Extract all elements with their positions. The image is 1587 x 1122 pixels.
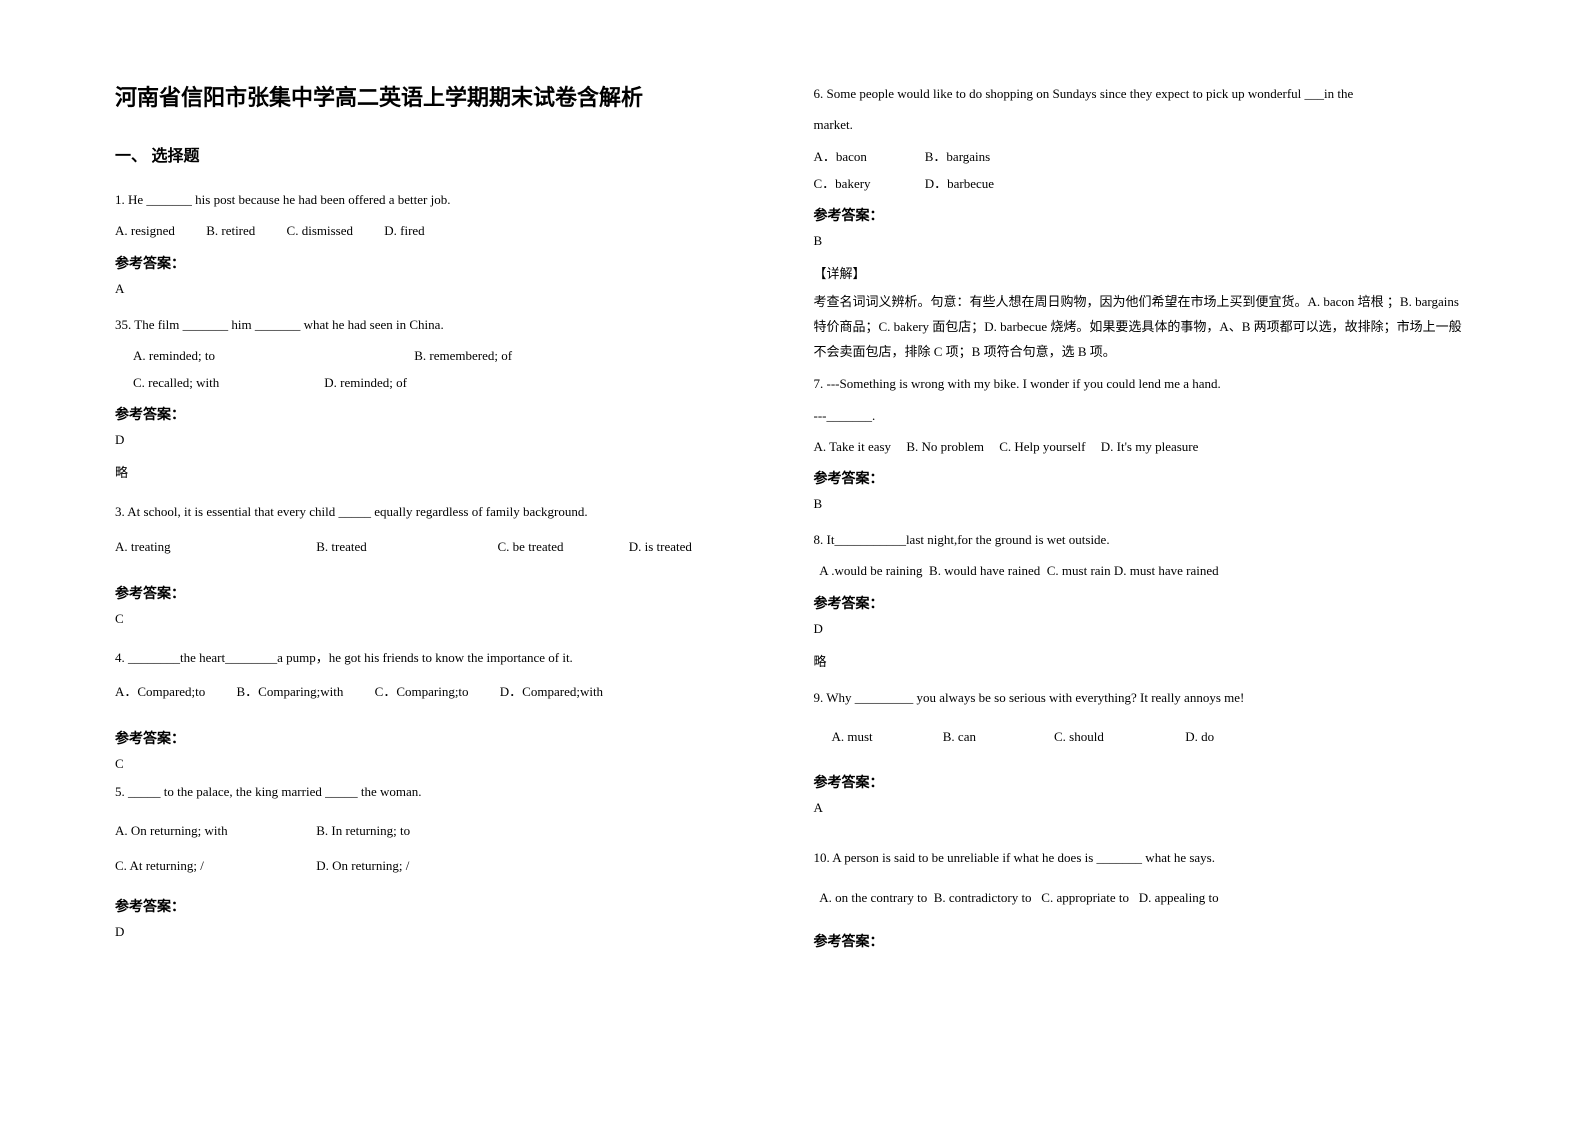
q7-stem2: ---_______.	[814, 402, 1473, 429]
right-column: 6. Some people would like to do shopping…	[794, 80, 1493, 1082]
q35-optA: A. reminded; to	[133, 342, 383, 369]
q5-stem: 5. _____ to the palace, the king married…	[115, 778, 774, 805]
q9-options: A. must B. can C. should D. do	[814, 723, 1473, 750]
q6-stem1: 6. Some people would like to do shopping…	[814, 80, 1473, 107]
q8-ans-label: 参考答案：	[814, 593, 1473, 613]
q4-optB: B．Comparing;with	[237, 678, 344, 705]
q9-optD: D. do	[1185, 723, 1214, 750]
q7-optA: A. Take it easy	[814, 433, 892, 460]
q6-ans-label: 参考答案：	[814, 205, 1473, 225]
q3-optB: B. treated	[316, 533, 466, 560]
q35-optB: B. remembered; of	[414, 342, 512, 369]
q8-ans: D	[814, 621, 1473, 637]
q9-ans: A	[814, 800, 1473, 816]
q5-optB: B. In returning; to	[316, 817, 410, 844]
q8-stem: 8. It___________last night,for the groun…	[814, 526, 1473, 553]
q6-detail-label: 【详解】	[814, 263, 1473, 282]
left-column: 河南省信阳市张集中学高二英语上学期期末试卷含解析 一、 选择题 1. He __…	[95, 80, 794, 1082]
q5-optA: A. On returning; with	[115, 817, 285, 844]
q5-optC: C. At returning; /	[115, 852, 285, 879]
q4-optC: C．Comparing;to	[375, 678, 469, 705]
q1-optB: B. retired	[206, 217, 255, 244]
q3-ans: C	[115, 611, 774, 627]
q3-stem: 3. At school, it is essential that every…	[115, 495, 774, 529]
q3-optC: C. be treated	[498, 533, 598, 560]
q6-optA: A．bacon	[814, 143, 894, 170]
q10-options: A. on the contrary to B. contradictory t…	[814, 884, 1473, 911]
q1-optA: A. resigned	[115, 217, 175, 244]
q4-stem: 4. ________the heart________a pump，he go…	[115, 641, 774, 675]
q35-ans-label: 参考答案：	[115, 404, 774, 424]
q4-options: A．Compared;to B．Comparing;with C．Compari…	[115, 678, 774, 705]
q35-optD: D. reminded; of	[324, 369, 407, 396]
q3-options: A. treating B. treated C. be treated D. …	[115, 533, 774, 560]
q7-optD: D. It's my pleasure	[1101, 433, 1199, 460]
q3-ans-label: 参考答案：	[115, 583, 774, 603]
q7-optB: B. No problem	[906, 433, 984, 460]
q5-optD: D. On returning; /	[316, 852, 409, 879]
q9-optB: B. can	[943, 723, 1023, 750]
q9-stem: 9. Why _________ you always be so seriou…	[814, 684, 1473, 711]
q6-options-row2: C．bakery D．barbecue	[814, 170, 1473, 197]
q1-optD: D. fired	[384, 217, 424, 244]
q1-optC: C. dismissed	[287, 217, 353, 244]
q35-ans: D	[115, 432, 774, 448]
q35-options-row1: A. reminded; to B. remembered; of	[115, 342, 774, 369]
q1-stem: 1. He _______ his post because he had be…	[115, 186, 774, 213]
q3-optD: D. is treated	[629, 533, 692, 560]
q7-stem1: 7. ---Something is wrong with my bike. I…	[814, 370, 1473, 397]
q6-optB: B．bargains	[925, 143, 990, 170]
q7-ans-label: 参考答案：	[814, 468, 1473, 488]
q5-ans: D	[115, 924, 774, 940]
q9-optA: A. must	[832, 723, 912, 750]
q7-ans: B	[814, 496, 1473, 512]
document-title: 河南省信阳市张集中学高二英语上学期期末试卷含解析	[115, 80, 774, 112]
q35-optC: C. recalled; with	[133, 369, 293, 396]
q4-ans-label: 参考答案：	[115, 728, 774, 748]
q1-options: A. resigned B. retired C. dismissed D. f…	[115, 217, 774, 244]
q6-optC: C．bakery	[814, 170, 894, 197]
q8-note: 略	[814, 651, 1473, 670]
q3-optA: A. treating	[115, 533, 285, 560]
q4-ans: C	[115, 756, 774, 772]
q9-ans-label: 参考答案：	[814, 772, 1473, 792]
q4-optD: D．Compared;with	[500, 678, 603, 705]
q10-stem: 10. A person is said to be unreliable if…	[814, 844, 1473, 871]
q6-ans: B	[814, 233, 1473, 249]
q7-optC: C. Help yourself	[999, 433, 1085, 460]
q8-options: A .would be raining B. would have rained…	[814, 557, 1473, 584]
q4-optA: A．Compared;to	[115, 678, 205, 705]
q6-options-row1: A．bacon B．bargains	[814, 143, 1473, 170]
q35-stem: 35. The film _______ him _______ what he…	[115, 311, 774, 338]
q6-optD: D．barbecue	[925, 170, 994, 197]
q1-ans-label: 参考答案：	[115, 253, 774, 273]
q6-stem2: market.	[814, 111, 1473, 138]
q5-ans-label: 参考答案：	[115, 896, 774, 916]
q5-options-row2: C. At returning; / D. On returning; /	[115, 852, 774, 879]
q35-options-row2: C. recalled; with D. reminded; of	[115, 369, 774, 396]
q35-note: 略	[115, 462, 774, 481]
q7-options: A. Take it easy B. No problem C. Help yo…	[814, 433, 1473, 460]
q1-ans: A	[115, 281, 774, 297]
q10-ans-label: 参考答案：	[814, 931, 1473, 951]
section-heading: 一、 选择题	[115, 142, 774, 166]
q5-options-row1: A. On returning; with B. In returning; t…	[115, 817, 774, 844]
q9-optC: C. should	[1054, 723, 1154, 750]
q6-detail: 考查名词词义辨析。句意：有些人想在周日购物，因为他们希望在市场上买到便宜货。A.…	[814, 290, 1473, 364]
